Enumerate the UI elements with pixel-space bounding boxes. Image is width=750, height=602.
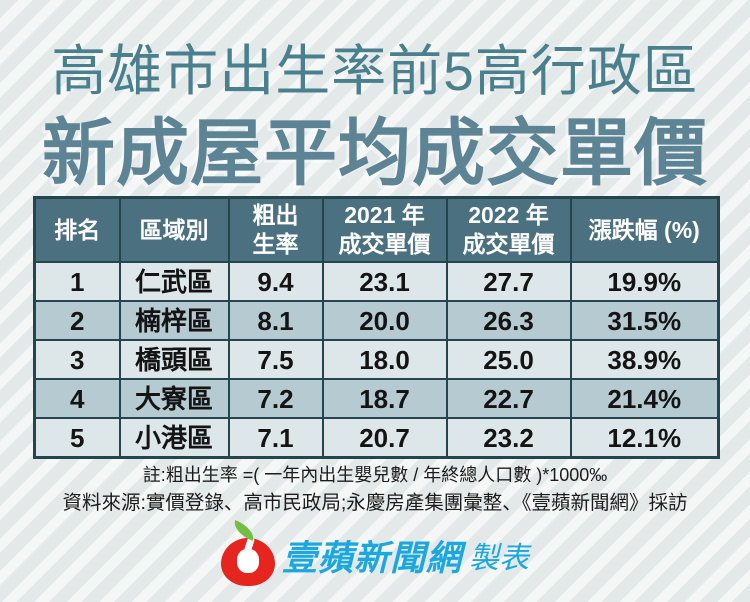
cell-change: 12.1%	[569, 417, 720, 459]
cell-birth-rate: 8.1	[227, 300, 324, 341]
cell-birth-rate: 7.5	[227, 339, 324, 380]
cell-birth-rate: 7.2	[227, 378, 324, 419]
cell-rank: 1	[33, 261, 121, 302]
brand-suffix: 製表	[469, 542, 529, 575]
cell-price-2022: 25.0	[445, 339, 572, 380]
cell-district: 橋頭區	[118, 339, 230, 380]
cell-price-2022: 23.2	[445, 417, 572, 459]
col-header-birth-rate: 粗出 生率	[227, 196, 324, 263]
cell-price-2021: 18.0	[321, 339, 448, 380]
col-header-price-2022: 2022 年成交單價	[445, 196, 572, 263]
table-header-row: 排名 區域別 粗出 生率 2021 年成交單價 2022 年成交單價 漲跌幅 (%…	[33, 196, 720, 263]
table-row: 5 小港區 7.1 20.7 23.2 12.1%	[33, 417, 720, 459]
cell-change: 19.9%	[569, 261, 720, 302]
cell-rank: 4	[33, 378, 121, 419]
cell-rank: 5	[33, 417, 121, 459]
table-row: 2 楠梓區 8.1 20.0 26.3 31.5%	[33, 300, 720, 341]
cell-birth-rate: 9.4	[227, 261, 324, 302]
col-header-change: 漲跌幅 (%)	[569, 196, 720, 263]
cell-price-2021: 18.7	[321, 378, 448, 419]
col-header-district: 區域別	[118, 196, 230, 263]
cell-rank: 2	[33, 300, 121, 341]
col-header-price-2021: 2021 年成交單價	[321, 196, 448, 263]
cell-district: 大寮區	[118, 378, 230, 419]
cell-birth-rate: 7.1	[227, 417, 324, 459]
brand-logo: 壹蘋新聞網 製表	[0, 519, 750, 588]
cell-price-2021: 20.0	[321, 300, 448, 341]
cell-district: 楠梓區	[118, 300, 230, 341]
table-row: 4 大寮區 7.2 18.7 22.7 21.4%	[33, 378, 720, 419]
table-row: 1 仁武區 9.4 23.1 27.7 19.9%	[33, 261, 720, 302]
col-header-rank: 排名	[33, 196, 121, 263]
cell-price-2022: 27.7	[445, 261, 572, 302]
apple-logo-icon	[220, 519, 275, 586]
note-formula: 註:粗出生率 =( 一年內出生嬰兒數 / 年終總人口數 )*1000‰	[142, 465, 608, 485]
cell-price-2022: 26.3	[445, 300, 572, 341]
cell-rank: 3	[33, 339, 121, 380]
page-title-line2: 新成屋平均成交單價	[42, 113, 708, 194]
table-row: 3 橋頭區 7.5 18.0 25.0 38.9%	[33, 339, 720, 380]
brand-name: 壹蘋新聞網	[281, 538, 462, 578]
cell-district: 仁武區	[118, 261, 230, 302]
note-source: 資料來源:實價登錄、高市民政局;永慶房產集團彙整、《壹蘋新聞網》採訪	[62, 492, 688, 514]
cell-district: 小港區	[118, 417, 230, 459]
cell-price-2021: 23.1	[321, 261, 448, 302]
cell-price-2021: 20.7	[321, 417, 448, 459]
cell-change: 31.5%	[569, 300, 720, 341]
cell-price-2022: 22.7	[445, 378, 572, 419]
cell-change: 38.9%	[569, 339, 720, 380]
cell-change: 21.4%	[569, 378, 720, 419]
page-title-line1: 高雄市出生率前5高行政區	[51, 40, 699, 102]
data-table: 排名 區域別 粗出 生率 2021 年成交單價 2022 年成交單價 漲跌幅 (%…	[33, 196, 720, 459]
